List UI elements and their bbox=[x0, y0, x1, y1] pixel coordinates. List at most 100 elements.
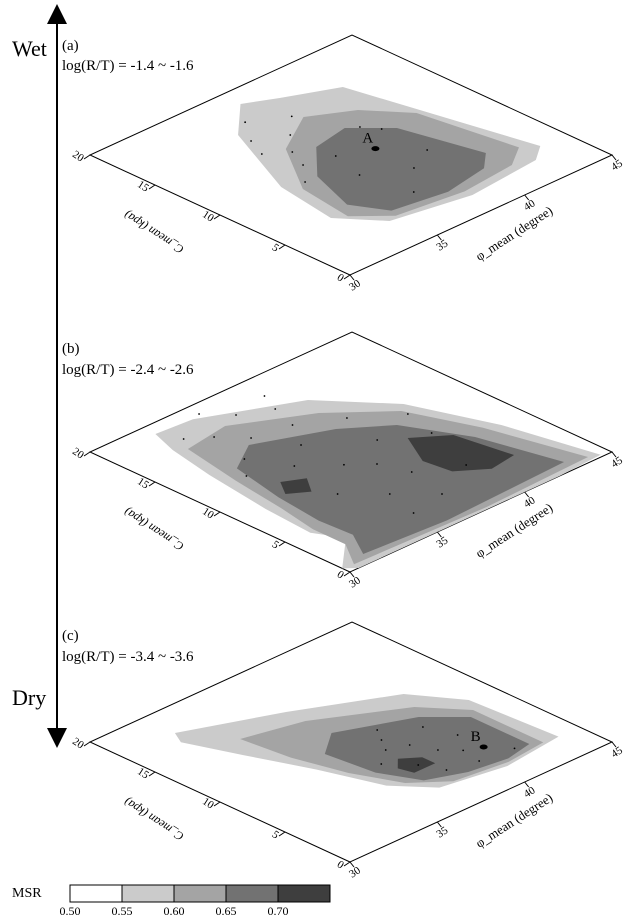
c-tick-label: 10 bbox=[200, 208, 216, 224]
sample-point bbox=[182, 438, 185, 440]
phi-tick bbox=[524, 491, 530, 498]
c-tick bbox=[278, 541, 286, 547]
sample-point bbox=[260, 153, 263, 155]
phi-tick bbox=[349, 571, 355, 578]
legend-swatch bbox=[277, 884, 331, 903]
msr-band bbox=[407, 435, 515, 472]
sample-point bbox=[408, 744, 411, 746]
sample-point bbox=[290, 115, 293, 118]
sample-point bbox=[300, 444, 302, 446]
c-tick-label: 5 bbox=[270, 828, 282, 841]
c-tick bbox=[213, 511, 221, 517]
msr-band bbox=[280, 478, 312, 494]
dry-label: Dry bbox=[12, 685, 46, 710]
phi-tick bbox=[436, 234, 442, 241]
sample-point bbox=[478, 760, 481, 762]
panel-label: (a) bbox=[62, 38, 79, 54]
legend-swatch bbox=[69, 884, 123, 903]
c-tick-label: 20 bbox=[70, 445, 86, 461]
phi-tick-label: 30 bbox=[347, 277, 363, 293]
sample-point bbox=[291, 424, 294, 426]
annotation-label: B bbox=[471, 729, 481, 745]
sample-point bbox=[359, 126, 361, 128]
msr-legend: MSR 0.50 0.55 0.60 0.65 0.70 bbox=[12, 884, 331, 918]
c-tick-label: 5 bbox=[270, 241, 282, 254]
phi-tick bbox=[524, 781, 530, 788]
sample-point bbox=[380, 763, 383, 765]
sample-point bbox=[388, 493, 391, 495]
c-tick-label: 15 bbox=[135, 178, 151, 194]
sample-point bbox=[291, 151, 294, 153]
sample-point bbox=[441, 493, 443, 495]
sample-point bbox=[376, 729, 379, 731]
sample-point bbox=[413, 167, 415, 169]
c-tick-label: 0 bbox=[335, 271, 347, 284]
phi-tick-label: 35 bbox=[434, 534, 450, 550]
legend-title: MSR bbox=[12, 886, 42, 901]
sample-point bbox=[417, 764, 420, 766]
sample-point bbox=[336, 493, 339, 495]
annotation-label: A bbox=[362, 131, 373, 147]
phi-tick bbox=[436, 531, 442, 538]
sample-point bbox=[426, 149, 429, 151]
sample-point bbox=[302, 164, 304, 166]
phi-tick bbox=[611, 154, 617, 161]
annotation-marker bbox=[371, 146, 380, 152]
legend-tick-label: 0.50 bbox=[60, 904, 81, 918]
phi-tick-label: 45 bbox=[609, 454, 625, 470]
c-tick bbox=[343, 861, 351, 867]
phi-tick-label: 35 bbox=[434, 824, 450, 840]
c-axis-title: C_mean (kpa) bbox=[121, 795, 186, 844]
panel-label: (b) bbox=[62, 341, 80, 357]
c-tick-label: 15 bbox=[135, 475, 151, 491]
sample-point bbox=[422, 726, 424, 728]
phi-tick-label: 30 bbox=[347, 864, 363, 880]
sample-point bbox=[198, 413, 200, 415]
sample-point bbox=[293, 465, 296, 467]
c-tick bbox=[278, 244, 286, 250]
panel-subtitle: log(R/T) = -1.4 ~ -1.6 bbox=[62, 58, 194, 74]
phi-tick bbox=[611, 451, 617, 458]
msr-band bbox=[397, 757, 436, 773]
phi-tick-label: 35 bbox=[434, 237, 450, 253]
c-tick bbox=[148, 771, 156, 777]
sample-point bbox=[376, 463, 378, 465]
c-tick bbox=[213, 801, 221, 807]
c-tick-label: 10 bbox=[200, 505, 216, 521]
c-tick bbox=[343, 571, 351, 577]
msr-band bbox=[324, 717, 530, 781]
legend-tick-label: 0.55 bbox=[112, 904, 133, 918]
panel-subtitle: log(R/T) = -2.4 ~ -2.6 bbox=[62, 362, 194, 378]
sample-point bbox=[334, 155, 337, 157]
phi-tick bbox=[436, 821, 442, 828]
c-tick bbox=[83, 741, 91, 747]
phi-tick bbox=[524, 194, 530, 201]
phi-axis-title: φ_mean (degree) bbox=[473, 790, 556, 851]
phi-tick-label: 45 bbox=[609, 744, 625, 760]
sample-point bbox=[274, 408, 277, 410]
sample-point bbox=[358, 174, 361, 176]
sample-point bbox=[376, 439, 379, 441]
c-tick-label: 20 bbox=[70, 148, 86, 164]
sample-point bbox=[384, 749, 387, 751]
sample-point bbox=[263, 395, 266, 397]
sample-point bbox=[462, 749, 465, 752]
panel-subtitle: log(R/T) = -3.4 ~ -3.6 bbox=[62, 649, 194, 665]
panel-label: (c) bbox=[62, 628, 79, 644]
sample-point bbox=[412, 512, 415, 514]
sample-point bbox=[243, 458, 246, 460]
legend-swatch bbox=[173, 884, 227, 903]
sample-point bbox=[412, 191, 415, 193]
phi-tick bbox=[349, 861, 355, 868]
c-tick-label: 0 bbox=[335, 858, 347, 871]
wet-label: Wet bbox=[12, 36, 47, 61]
sample-point bbox=[380, 128, 383, 130]
c-tick bbox=[148, 184, 156, 190]
c-tick bbox=[83, 154, 91, 160]
phi-tick bbox=[611, 741, 617, 748]
sample-point bbox=[380, 739, 383, 741]
